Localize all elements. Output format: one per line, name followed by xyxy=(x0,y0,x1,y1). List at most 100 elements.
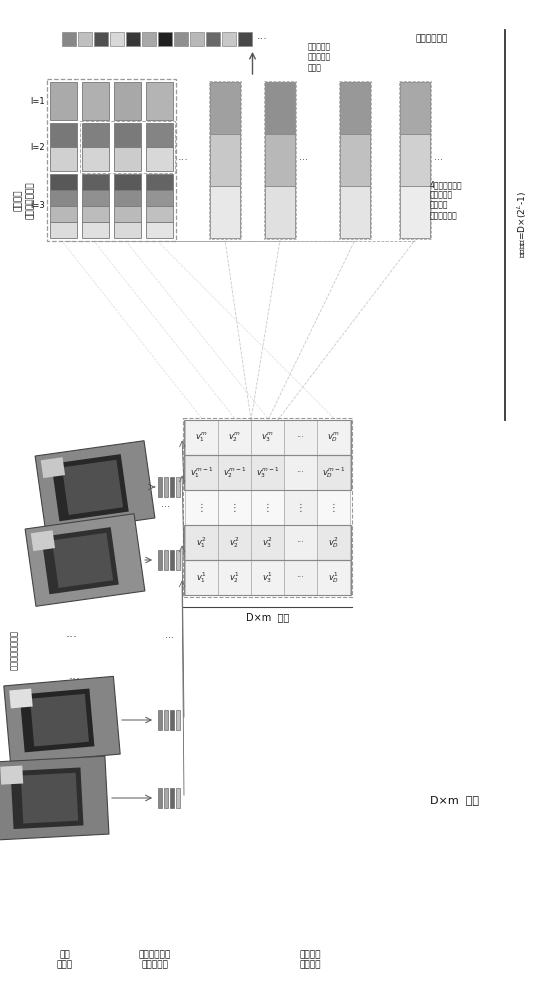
Bar xyxy=(176,550,180,570)
Bar xyxy=(30,694,89,747)
Text: ···: ··· xyxy=(66,632,78,645)
Bar xyxy=(126,32,140,46)
Text: l=1: l=1 xyxy=(30,97,45,105)
Bar xyxy=(340,134,370,186)
Bar xyxy=(251,420,284,455)
Text: $v_{2}^{m-1}$: $v_{2}^{m-1}$ xyxy=(223,465,246,480)
Bar xyxy=(82,222,109,238)
Bar xyxy=(52,533,113,588)
Bar xyxy=(170,710,174,730)
Text: ···: ··· xyxy=(296,433,305,442)
Text: ···: ··· xyxy=(296,468,305,477)
Text: l=2: l=2 xyxy=(30,142,45,151)
Bar xyxy=(184,560,351,595)
Bar xyxy=(185,525,218,560)
Text: $v_{D}^{2}$: $v_{D}^{2}$ xyxy=(328,535,339,550)
Bar xyxy=(339,81,371,239)
Bar xyxy=(20,688,94,752)
Bar xyxy=(114,206,141,222)
Text: ⋮: ⋮ xyxy=(230,502,240,512)
Text: ···: ··· xyxy=(299,155,308,165)
Bar xyxy=(110,32,124,46)
Bar xyxy=(218,525,251,560)
Text: $v_{D}^{m-1}$: $v_{D}^{m-1}$ xyxy=(322,465,345,480)
Bar xyxy=(146,123,173,147)
Text: ⋮: ⋮ xyxy=(197,502,207,512)
Bar xyxy=(251,525,284,560)
Bar xyxy=(164,788,168,808)
Bar xyxy=(50,190,77,206)
Text: $v_{1}^{m-1}$: $v_{1}^{m-1}$ xyxy=(190,465,213,480)
Bar xyxy=(185,560,218,595)
Bar xyxy=(284,525,317,560)
Text: ···: ··· xyxy=(165,633,175,643)
Bar xyxy=(50,82,77,120)
Bar xyxy=(114,174,141,190)
Bar xyxy=(185,455,218,490)
Bar xyxy=(206,32,220,46)
Text: D×m  矩陣: D×m 矩陣 xyxy=(246,612,289,622)
Text: 初始特征
描述矩陣: 初始特征 描述矩陣 xyxy=(299,950,321,970)
Bar xyxy=(146,206,173,222)
Bar xyxy=(164,710,168,730)
Bar xyxy=(184,525,351,560)
Bar xyxy=(94,32,108,46)
Bar xyxy=(184,420,351,455)
Text: ···: ··· xyxy=(69,674,81,686)
Bar xyxy=(41,527,119,594)
Bar xyxy=(265,82,295,134)
Text: 單幀初始特征表示: 單幀初始特征表示 xyxy=(10,630,18,670)
Bar xyxy=(0,756,109,840)
Bar xyxy=(340,82,370,134)
Bar xyxy=(1,766,23,785)
Bar xyxy=(170,788,174,808)
Bar xyxy=(21,773,78,824)
Bar xyxy=(210,82,240,134)
Bar xyxy=(50,123,77,147)
Text: ⋮: ⋮ xyxy=(328,502,338,512)
Bar xyxy=(170,477,174,497)
Text: $v_{3}^{m-1}$: $v_{3}^{m-1}$ xyxy=(256,465,279,480)
Text: 4種池化算子：
最大池化、
和池化、
兩種梯度池化: 4種池化算子： 最大池化、 和池化、 兩種梯度池化 xyxy=(430,180,463,220)
Bar xyxy=(4,676,120,764)
Bar xyxy=(265,186,295,238)
Bar xyxy=(146,174,173,190)
Bar xyxy=(142,32,156,46)
Bar xyxy=(51,454,129,521)
Bar xyxy=(284,455,317,490)
Bar xyxy=(218,490,251,525)
Bar xyxy=(184,455,351,490)
Text: ···: ··· xyxy=(178,155,189,165)
Text: ⋮: ⋮ xyxy=(263,502,273,512)
Bar xyxy=(183,418,352,597)
Text: 時域池化: 時域池化 xyxy=(14,189,23,211)
Text: $v_{2}^{m}$: $v_{2}^{m}$ xyxy=(228,431,241,444)
Bar xyxy=(158,477,162,497)
Bar xyxy=(170,550,174,570)
Bar xyxy=(399,81,431,239)
Bar xyxy=(400,82,430,134)
Bar xyxy=(158,710,162,730)
Bar xyxy=(114,82,141,120)
Bar xyxy=(251,560,284,595)
Text: $v_{2}^{1}$: $v_{2}^{1}$ xyxy=(229,570,240,585)
Bar xyxy=(238,32,252,46)
Bar xyxy=(185,490,218,525)
Bar xyxy=(10,767,83,829)
Bar xyxy=(400,186,430,238)
Bar xyxy=(82,147,109,171)
Text: 時間金字塔結構: 時間金字塔結構 xyxy=(25,181,35,219)
Bar xyxy=(35,441,155,533)
Text: l=3: l=3 xyxy=(30,202,45,211)
Bar xyxy=(158,32,172,46)
Bar xyxy=(41,457,65,478)
Bar xyxy=(146,82,173,120)
Text: 每個時間序
列的池化結
果串聯: 每個時間序 列的池化結 果串聯 xyxy=(307,42,331,72)
Text: D×m  矩陣: D×m 矩陣 xyxy=(430,795,480,805)
Bar xyxy=(164,477,168,497)
Bar xyxy=(176,710,180,730)
Bar xyxy=(251,490,284,525)
Bar xyxy=(222,32,236,46)
Bar xyxy=(114,123,141,147)
Bar xyxy=(209,81,241,239)
